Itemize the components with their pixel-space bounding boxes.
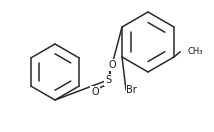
Text: Br: Br [126, 85, 137, 95]
Text: O: O [108, 60, 116, 70]
Text: O: O [91, 87, 99, 97]
Text: S: S [105, 75, 111, 85]
Text: CH₃: CH₃ [188, 48, 204, 56]
